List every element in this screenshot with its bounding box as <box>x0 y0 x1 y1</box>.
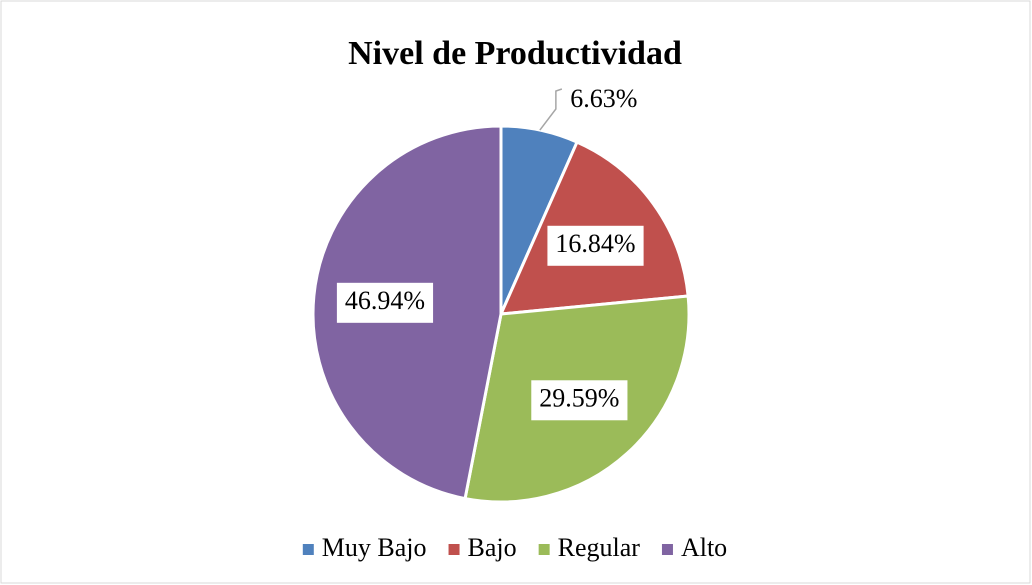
legend-label: Bajo <box>468 533 517 562</box>
data-label-group: 16.84% <box>547 225 644 266</box>
chart-title: Nivel de Productividad <box>348 35 682 72</box>
legend-swatch <box>448 544 460 555</box>
data-label: 46.94% <box>345 286 425 315</box>
legend-swatch <box>302 544 314 555</box>
data-label-group: 6.63% <box>570 84 637 113</box>
legend-swatch <box>538 544 550 555</box>
legend-label: Muy Bajo <box>322 533 427 562</box>
data-label: 29.59% <box>539 383 619 412</box>
legend-swatch <box>661 544 673 555</box>
data-label-group: 46.94% <box>336 282 434 323</box>
data-label: 6.63% <box>570 84 637 113</box>
legend-label: Regular <box>558 533 641 562</box>
data-label-box <box>547 225 644 266</box>
data-label-box <box>336 282 434 323</box>
data-label: 16.84% <box>555 229 635 258</box>
data-label-group: 29.59% <box>531 380 628 421</box>
legend-label: Alto <box>681 533 727 562</box>
leader-line <box>539 88 563 131</box>
data-label-box <box>531 380 628 421</box>
